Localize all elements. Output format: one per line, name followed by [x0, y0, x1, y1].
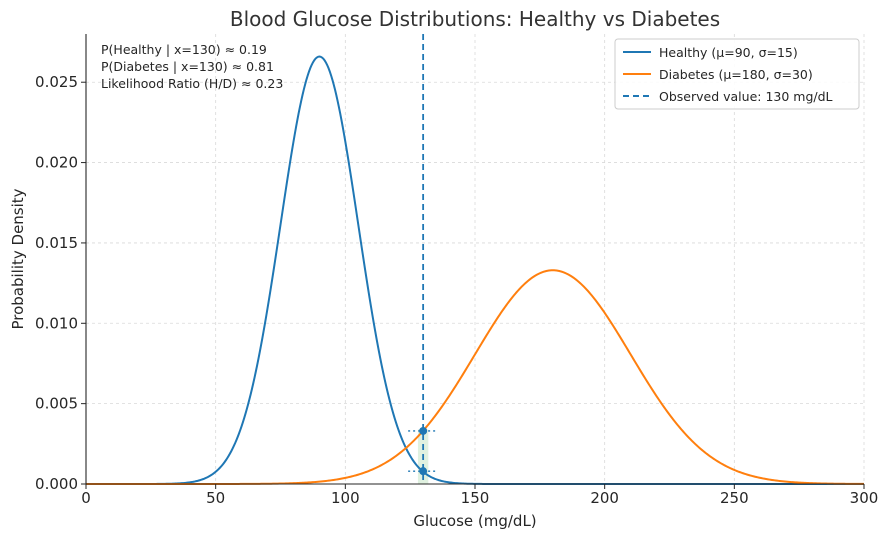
legend-label-observed: Observed value: 130 mg/dL: [659, 89, 833, 104]
x-tick-label: 100: [331, 489, 360, 507]
y-tick-label: 0.005: [35, 395, 78, 413]
diabetes-density-at-observed-marker: [419, 426, 428, 435]
legend-label-diabetes: Diabetes (μ=180, σ=30): [659, 67, 813, 82]
annotation-posterior-healthy: P(Healthy | x=130) ≈ 0.19: [101, 42, 267, 57]
ticks: 0 50 100 150 200 250 300 0.000 0.005 0.010 0.015 0.…: [35, 73, 878, 507]
legend: Healthy (μ=90, σ=15) Diabetes (μ=180, σ=…: [614, 38, 860, 110]
chart-title: Blood Glucose Distributions: Healthy vs …: [230, 7, 720, 31]
legend-label-healthy: Healthy (μ=90, σ=15): [659, 45, 798, 60]
y-tick-label: 0.015: [35, 234, 78, 252]
y-tick-label: 0.000: [35, 475, 78, 493]
x-axis-label: Glucose (mg/dL): [413, 512, 536, 530]
y-tick-label: 0.010: [35, 314, 78, 332]
x-tick-label: 300: [850, 489, 879, 507]
x-tick-label: 200: [590, 489, 619, 507]
x-tick-label: 50: [206, 489, 225, 507]
legend-frame: [614, 38, 860, 110]
observed-line-group: [408, 34, 439, 484]
healthy-density-at-observed-marker: [419, 467, 428, 476]
annotation-likelihood-ratio: Likelihood Ratio (H/D) ≈ 0.23: [101, 76, 283, 91]
x-tick-label: 150: [461, 489, 490, 507]
x-tick-label: 0: [81, 489, 91, 507]
y-axis-label: Probability Density: [9, 188, 27, 329]
x-tick-label: 250: [720, 489, 749, 507]
y-tick-label: 0.025: [35, 73, 78, 91]
annotation-posterior-diabetes: P(Diabetes | x=130) ≈ 0.81: [101, 59, 274, 74]
annotation-box: P(Healthy | x=130) ≈ 0.19 P(Diabetes | x…: [101, 42, 283, 91]
y-tick-label: 0.020: [35, 154, 78, 172]
